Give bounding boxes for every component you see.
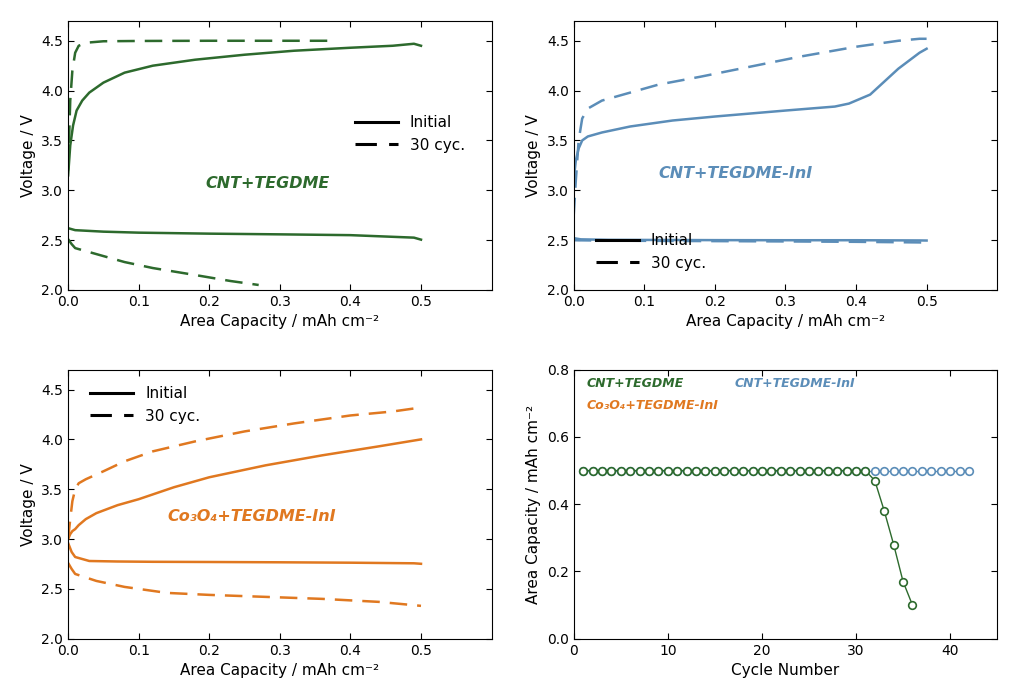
X-axis label: Area Capacity / mAh cm⁻²: Area Capacity / mAh cm⁻² [180,315,380,329]
Y-axis label: Voltage / V: Voltage / V [20,114,36,197]
X-axis label: Area Capacity / mAh cm⁻²: Area Capacity / mAh cm⁻² [686,315,885,329]
Text: CNT+TEGDME: CNT+TEGDME [586,377,684,390]
Legend: Initial, 30 cyc.: Initial, 30 cyc. [349,109,471,159]
Text: Co₃O₄+TEGDME-InI: Co₃O₄+TEGDME-InI [167,509,336,524]
Text: CNT+TEGDME-InI: CNT+TEGDME-InI [735,377,855,390]
Legend: Initial, 30 cyc.: Initial, 30 cyc. [589,227,713,277]
Text: Co₃O₄+TEGDME-InI: Co₃O₄+TEGDME-InI [586,398,719,412]
Y-axis label: Voltage / V: Voltage / V [526,114,542,197]
Legend: Initial, 30 cyc.: Initial, 30 cyc. [84,380,207,430]
Y-axis label: Voltage / V: Voltage / V [20,463,36,545]
Text: CNT+TEGDME-InI: CNT+TEGDME-InI [659,166,812,181]
Y-axis label: Area Capacity / mAh cm⁻²: Area Capacity / mAh cm⁻² [526,405,542,604]
X-axis label: Cycle Number: Cycle Number [731,663,840,678]
Text: CNT+TEGDME: CNT+TEGDME [206,176,330,192]
X-axis label: Area Capacity / mAh cm⁻²: Area Capacity / mAh cm⁻² [180,663,380,678]
